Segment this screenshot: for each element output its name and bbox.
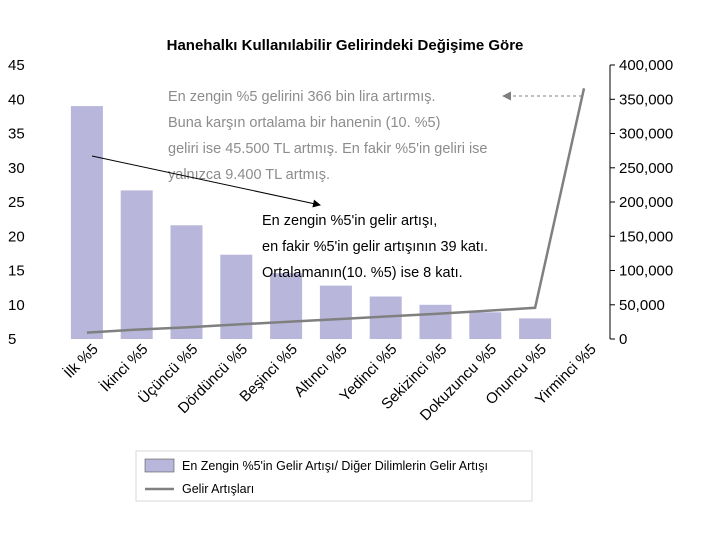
annotation-gray: En zengin %5 gelirini 366 bin lira artır… xyxy=(168,89,488,183)
bar xyxy=(319,285,352,339)
bar xyxy=(70,106,103,339)
right-tick-label: 250,000 xyxy=(619,160,673,177)
left-tick-label: 25 xyxy=(8,194,25,211)
right-tick-label: 200,000 xyxy=(619,194,673,211)
left-y-axis: 5 10 15 20 25 30 35 40 45 xyxy=(8,57,25,348)
left-tick-label: 15 xyxy=(8,263,25,280)
chart-title: Hanehalkı Kullanılabilir Gelirindeki Değ… xyxy=(167,37,524,54)
right-tick-label: 300,000 xyxy=(619,126,673,143)
legend-label-bars: En Zengin %5'in Gelir Artışı/ Diğer Dili… xyxy=(182,459,488,473)
annotation-black: En zengin %5'in gelir artışı, en fakir %… xyxy=(262,213,488,281)
income-increase-line xyxy=(86,88,586,334)
legend-box xyxy=(135,450,533,502)
left-tick-label: 40 xyxy=(8,91,25,108)
right-tick-label: 0 xyxy=(619,331,627,348)
annotation-arrow-black xyxy=(91,155,321,208)
left-tick-label: 30 xyxy=(8,160,25,177)
legend-swatch-bars xyxy=(144,458,175,473)
left-tick-label: 20 xyxy=(8,228,25,245)
legend: En Zengin %5'in Gelir Artışı/ Diğer Dili… xyxy=(135,450,533,502)
legend-label-line: Gelir Artışları xyxy=(182,482,254,496)
left-tick-label: 10 xyxy=(8,297,25,314)
right-tick-label: 350,000 xyxy=(619,91,673,108)
annotation-gray-line: Buna karşın ortalama bir hanenin (10. %5… xyxy=(168,115,440,131)
bar xyxy=(270,273,303,339)
bar xyxy=(469,312,502,339)
bar xyxy=(120,190,153,339)
right-tick-label: 100,000 xyxy=(619,263,673,280)
left-tick-label: 35 xyxy=(8,126,25,143)
line-series xyxy=(86,88,586,334)
annotation-gray-line: yalnızca 9.400 TL artmış. xyxy=(168,167,330,183)
annotation-black-line: En zengin %5'in gelir artışı, xyxy=(262,213,437,229)
annotation-gray-line: En zengin %5 gelirini 366 bin lira artır… xyxy=(168,89,436,105)
right-tick-label: 50,000 xyxy=(619,297,665,314)
left-tick-label: 5 xyxy=(8,331,16,348)
annotation-black-line: en fakir %5'in gelir artışının 39 katı. xyxy=(262,239,488,255)
annotation-black-line: Ortalamanın(10. %5) ise 8 katı. xyxy=(262,265,463,281)
bar xyxy=(519,318,552,339)
annotation-gray-line: geliri ise 45.500 TL artmış. En fakir %5… xyxy=(168,141,488,157)
right-y-axis: 0 50,000 100,000 150,000 200,000 250,000 300,0… xyxy=(609,57,673,348)
right-tick-label: 150,000 xyxy=(619,228,673,245)
bar xyxy=(170,225,203,339)
left-tick-label: 45 xyxy=(8,57,25,74)
bar xyxy=(419,304,452,340)
right-tick-label: 400,000 xyxy=(619,57,673,74)
